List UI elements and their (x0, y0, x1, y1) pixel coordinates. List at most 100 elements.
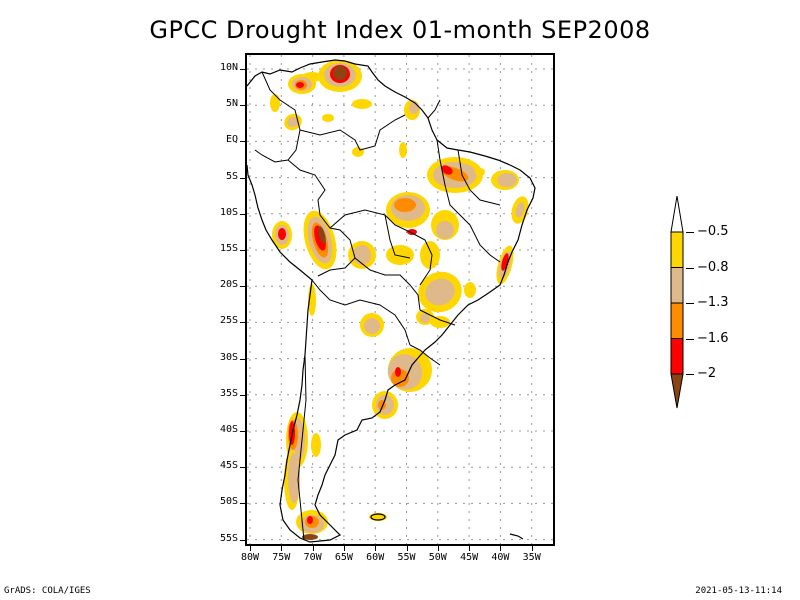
country-border (297, 354, 307, 541)
country-border (409, 344, 441, 366)
coastline (247, 59, 536, 543)
drought-area-severe (407, 229, 417, 235)
drought-area-moderate (436, 221, 454, 239)
legend-bin (670, 267, 684, 304)
lat-tick-label: 10N (219, 62, 238, 73)
drought-area-moderate (399, 142, 407, 158)
footer-credit: GrADS: COLA/IGES (4, 586, 91, 596)
lat-tick-label: 10S (219, 206, 238, 218)
lon-tick (281, 546, 283, 551)
lon-tick (531, 546, 533, 551)
lat-tick (240, 213, 245, 215)
lon-tick (250, 546, 251, 551)
lat-tick (240, 358, 245, 360)
lat-tick-label: 40S (219, 424, 238, 435)
country-border (329, 209, 433, 286)
drought-area-moderate (420, 313, 430, 323)
legend-bin-above (670, 196, 684, 233)
legend-label: −1.3 (697, 295, 729, 310)
lat-tick (240, 286, 245, 288)
legend-tick (686, 374, 694, 375)
legend-bin (670, 338, 684, 375)
legend-bin-below (670, 373, 684, 409)
drought-area-moderate (288, 453, 300, 503)
lat-tick (240, 503, 245, 505)
legend-tick (686, 232, 694, 233)
drought-area-moderate (497, 173, 517, 187)
lon-tick-label: 80W (240, 552, 260, 563)
map-frame (245, 53, 555, 546)
lon-tick-label: 40W (491, 552, 510, 563)
lat-tick (240, 250, 245, 251)
drought-area-moderate (352, 147, 364, 157)
lon-tick (469, 546, 471, 551)
lat-tick-label: 5N (225, 98, 238, 110)
legend-label: −0.8 (697, 259, 729, 275)
drought-area-moderate (352, 99, 372, 109)
lat-tick (240, 539, 245, 541)
lat-tick (240, 177, 245, 179)
lon-tick-label: 50W (428, 552, 447, 563)
chart-title: GPCC Drought Index 01-month SEP2008 (149, 16, 651, 44)
drought-area-severe (394, 198, 416, 212)
lat-tick (240, 394, 245, 396)
lon-tick-label: 55W (397, 552, 416, 563)
drought-area-extreme (302, 534, 318, 540)
legend-bin (670, 231, 684, 268)
lon-tick-label: 45W (460, 552, 479, 563)
drought-area-moderate (475, 168, 485, 176)
country-border (457, 149, 501, 206)
lat-tick-label: 55S (219, 532, 238, 544)
legend-bin (670, 302, 684, 339)
drought-area-moderate (287, 116, 299, 128)
legend-label: −2 (697, 366, 717, 381)
country-border (311, 279, 411, 346)
country-border (299, 114, 406, 151)
south-georgia-island (509, 533, 524, 540)
lat-tick-label: EQ (225, 134, 238, 146)
legend-label: −0.5 (697, 224, 729, 239)
lon-tick (343, 546, 345, 551)
lat-tick-label: 45S (219, 460, 238, 472)
drought-area-moderate (409, 102, 419, 114)
drought-area-moderate (515, 202, 525, 218)
country-border (354, 257, 421, 311)
drought-area-severe (501, 253, 509, 271)
country-border (469, 224, 501, 263)
drought-area-moderate (311, 433, 321, 457)
lat-tick (240, 467, 245, 469)
lat-tick (240, 105, 245, 107)
lon-tick (500, 546, 502, 551)
legend-tick (686, 303, 694, 304)
falkland-islands (370, 513, 386, 521)
lat-tick (240, 69, 245, 70)
country-border (427, 99, 441, 119)
drought-area-severe (307, 516, 313, 524)
map-canvas (247, 55, 553, 544)
lat-tick-label: 30S (219, 351, 238, 363)
drought-area-moderate (430, 316, 450, 328)
lat-tick-label: 5S (225, 170, 238, 182)
country-border (419, 309, 456, 326)
drought-area-moderate (425, 278, 455, 306)
drought-area-severe (278, 228, 286, 240)
lon-tick-label: 75W (272, 552, 291, 563)
drought-area-extreme (333, 66, 347, 80)
lat-tick-label: 25S (219, 315, 238, 327)
lon-tick-label: 65W (334, 552, 353, 563)
lon-tick (375, 546, 377, 551)
lat-tick (240, 322, 245, 324)
legend-tick (686, 338, 694, 340)
legend-label: −1.6 (697, 330, 729, 346)
drought-area-severe (296, 82, 304, 88)
lon-tick-label: 35W (522, 552, 541, 563)
drought-area-moderate (420, 241, 440, 269)
lon-tick-label: 60W (366, 552, 385, 563)
lon-tick-label: 70W (303, 552, 322, 563)
drought-area-severe (441, 165, 453, 175)
lon-tick (406, 546, 408, 551)
drought-area-moderate (364, 318, 380, 334)
drought-area-extreme (318, 226, 326, 244)
drought-area-moderate (386, 245, 414, 265)
lon-tick (312, 546, 314, 551)
